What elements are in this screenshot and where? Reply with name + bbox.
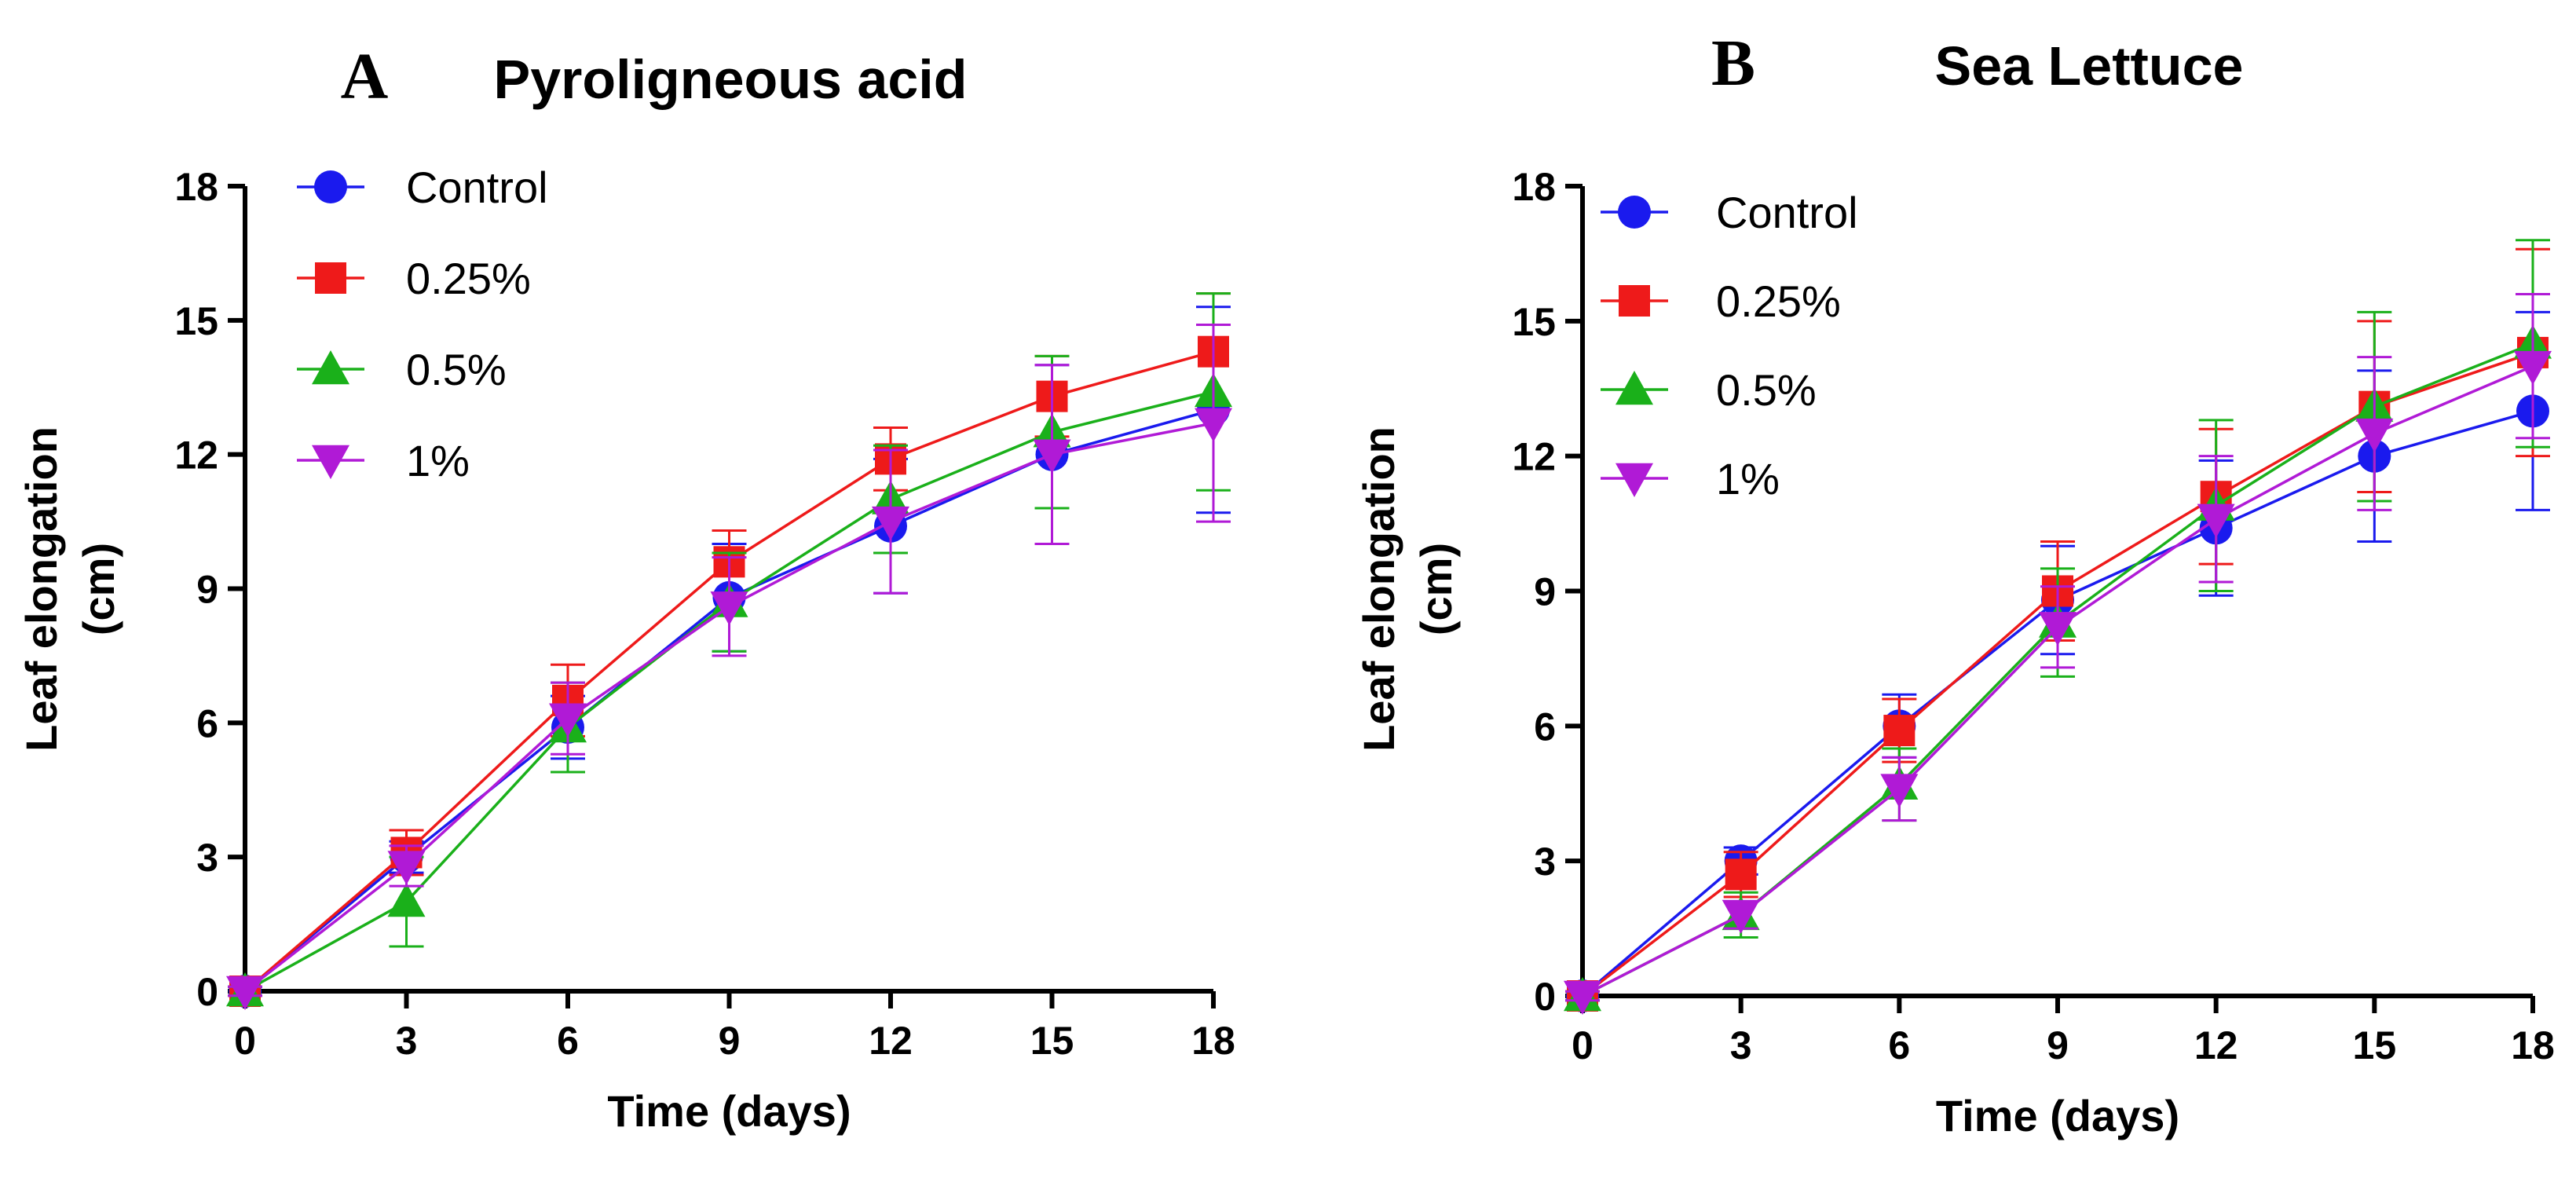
y-axis-label-unit: (cm) [1411, 543, 1461, 635]
legend-marker [1618, 196, 1651, 229]
legend: Control 0.25% 0.5% 1% [1601, 188, 1858, 503]
data-point [226, 976, 264, 1010]
x-tick-label: 3 [396, 1019, 418, 1063]
y-tick-label: 15 [174, 299, 218, 343]
y-tick-label: 6 [196, 701, 218, 745]
chart-title: Sea Lettuce [1935, 35, 2244, 97]
series-line [243, 350, 1214, 993]
chart-panel-a: A Pyroligneous acid 0 3 6 9 12 15 18 0 3 6 9 12 15 18 Ti… [16, 40, 1235, 1136]
y-tick-label: 15 [1512, 300, 1556, 344]
data-point [1195, 408, 1232, 442]
data-point [2039, 612, 2077, 646]
series-control [228, 306, 1231, 1008]
data-point [1883, 715, 1916, 747]
x-tick-label: 0 [234, 1019, 256, 1063]
legend-label: 1% [1716, 454, 1780, 503]
y-axis-label: Leaf elongation [16, 426, 66, 752]
legend-label: 1% [406, 436, 470, 485]
data-point [1033, 439, 1071, 474]
y-tick-label: 3 [196, 836, 218, 880]
legend-label: Control [1716, 188, 1858, 237]
series-line [243, 408, 1214, 993]
y-tick-label: 9 [1534, 570, 1556, 614]
chart-panel-b: B Sea Lettuce 0 3 6 9 12 15 18 0 3 6 9 12 15 18 Time (da… [1354, 27, 2555, 1140]
x-tick-label: 9 [2047, 1023, 2069, 1067]
legend-label: 0.5% [1716, 365, 1817, 415]
y-tick-label: 9 [196, 568, 218, 612]
y-tick-label: 12 [1512, 435, 1556, 479]
chart-title: Pyroligneous acid [494, 49, 968, 110]
x-tick-label: 12 [869, 1019, 913, 1063]
legend-marker [315, 262, 346, 294]
legend-label: Control [406, 163, 548, 212]
legend-marker [1615, 463, 1653, 497]
series-line [244, 390, 1214, 993]
y-tick-label: 0 [1534, 975, 1556, 1019]
x-tick-label: 15 [1030, 1019, 1074, 1063]
legend-marker [1619, 285, 1650, 317]
data-point [387, 851, 426, 885]
legend-label: 0.5% [406, 345, 507, 394]
x-tick-label: 0 [1572, 1023, 1594, 1067]
legend-label: 0.25% [406, 254, 531, 303]
data-point [872, 506, 909, 541]
data-point [1564, 980, 1601, 1015]
y-tick-label: 18 [174, 165, 218, 209]
y-tick-label: 0 [196, 970, 218, 1014]
series-1pct [1564, 292, 2552, 1015]
legend-marker [312, 445, 349, 479]
x-tick-label: 3 [1730, 1023, 1752, 1067]
y-axis-label-unit: (cm) [74, 543, 123, 635]
x-tick-label: 9 [719, 1019, 741, 1063]
legend-marker [1615, 371, 1653, 405]
series-1pct [226, 324, 1232, 1010]
y-axis-label: Leaf elongation [1354, 426, 1403, 752]
legend: Control 0.25% 0.5% 1% [297, 163, 548, 485]
legend-marker [314, 170, 347, 203]
y-tick-label: 6 [1534, 705, 1556, 749]
y-tick-label: 12 [174, 434, 218, 478]
y-tick-label: 3 [1534, 840, 1556, 884]
data-point [1880, 774, 1919, 808]
x-tick-label: 15 [2353, 1023, 2397, 1067]
panel-letter: A [341, 40, 389, 113]
x-axis-label: Time (days) [1936, 1091, 2179, 1140]
x-tick-label: 18 [1191, 1019, 1235, 1063]
data-point [2197, 503, 2235, 538]
x-tick-label: 12 [2194, 1023, 2238, 1067]
x-tick-label: 6 [557, 1019, 579, 1063]
data-point [387, 883, 426, 917]
data-point [710, 591, 748, 626]
panel-letter: B [1711, 27, 1755, 100]
x-tick-label: 18 [2511, 1023, 2555, 1067]
y-tick-label: 18 [1512, 165, 1556, 209]
x-axis-label: Time (days) [607, 1086, 851, 1136]
data-point [2355, 418, 2394, 453]
data-point [2514, 350, 2552, 386]
data-point [1722, 899, 1760, 934]
legend-marker [312, 350, 349, 385]
data-point [549, 703, 587, 738]
data-point [1725, 858, 1757, 891]
x-tick-label: 6 [1888, 1023, 1910, 1067]
legend-label: 0.25% [1716, 276, 1841, 326]
